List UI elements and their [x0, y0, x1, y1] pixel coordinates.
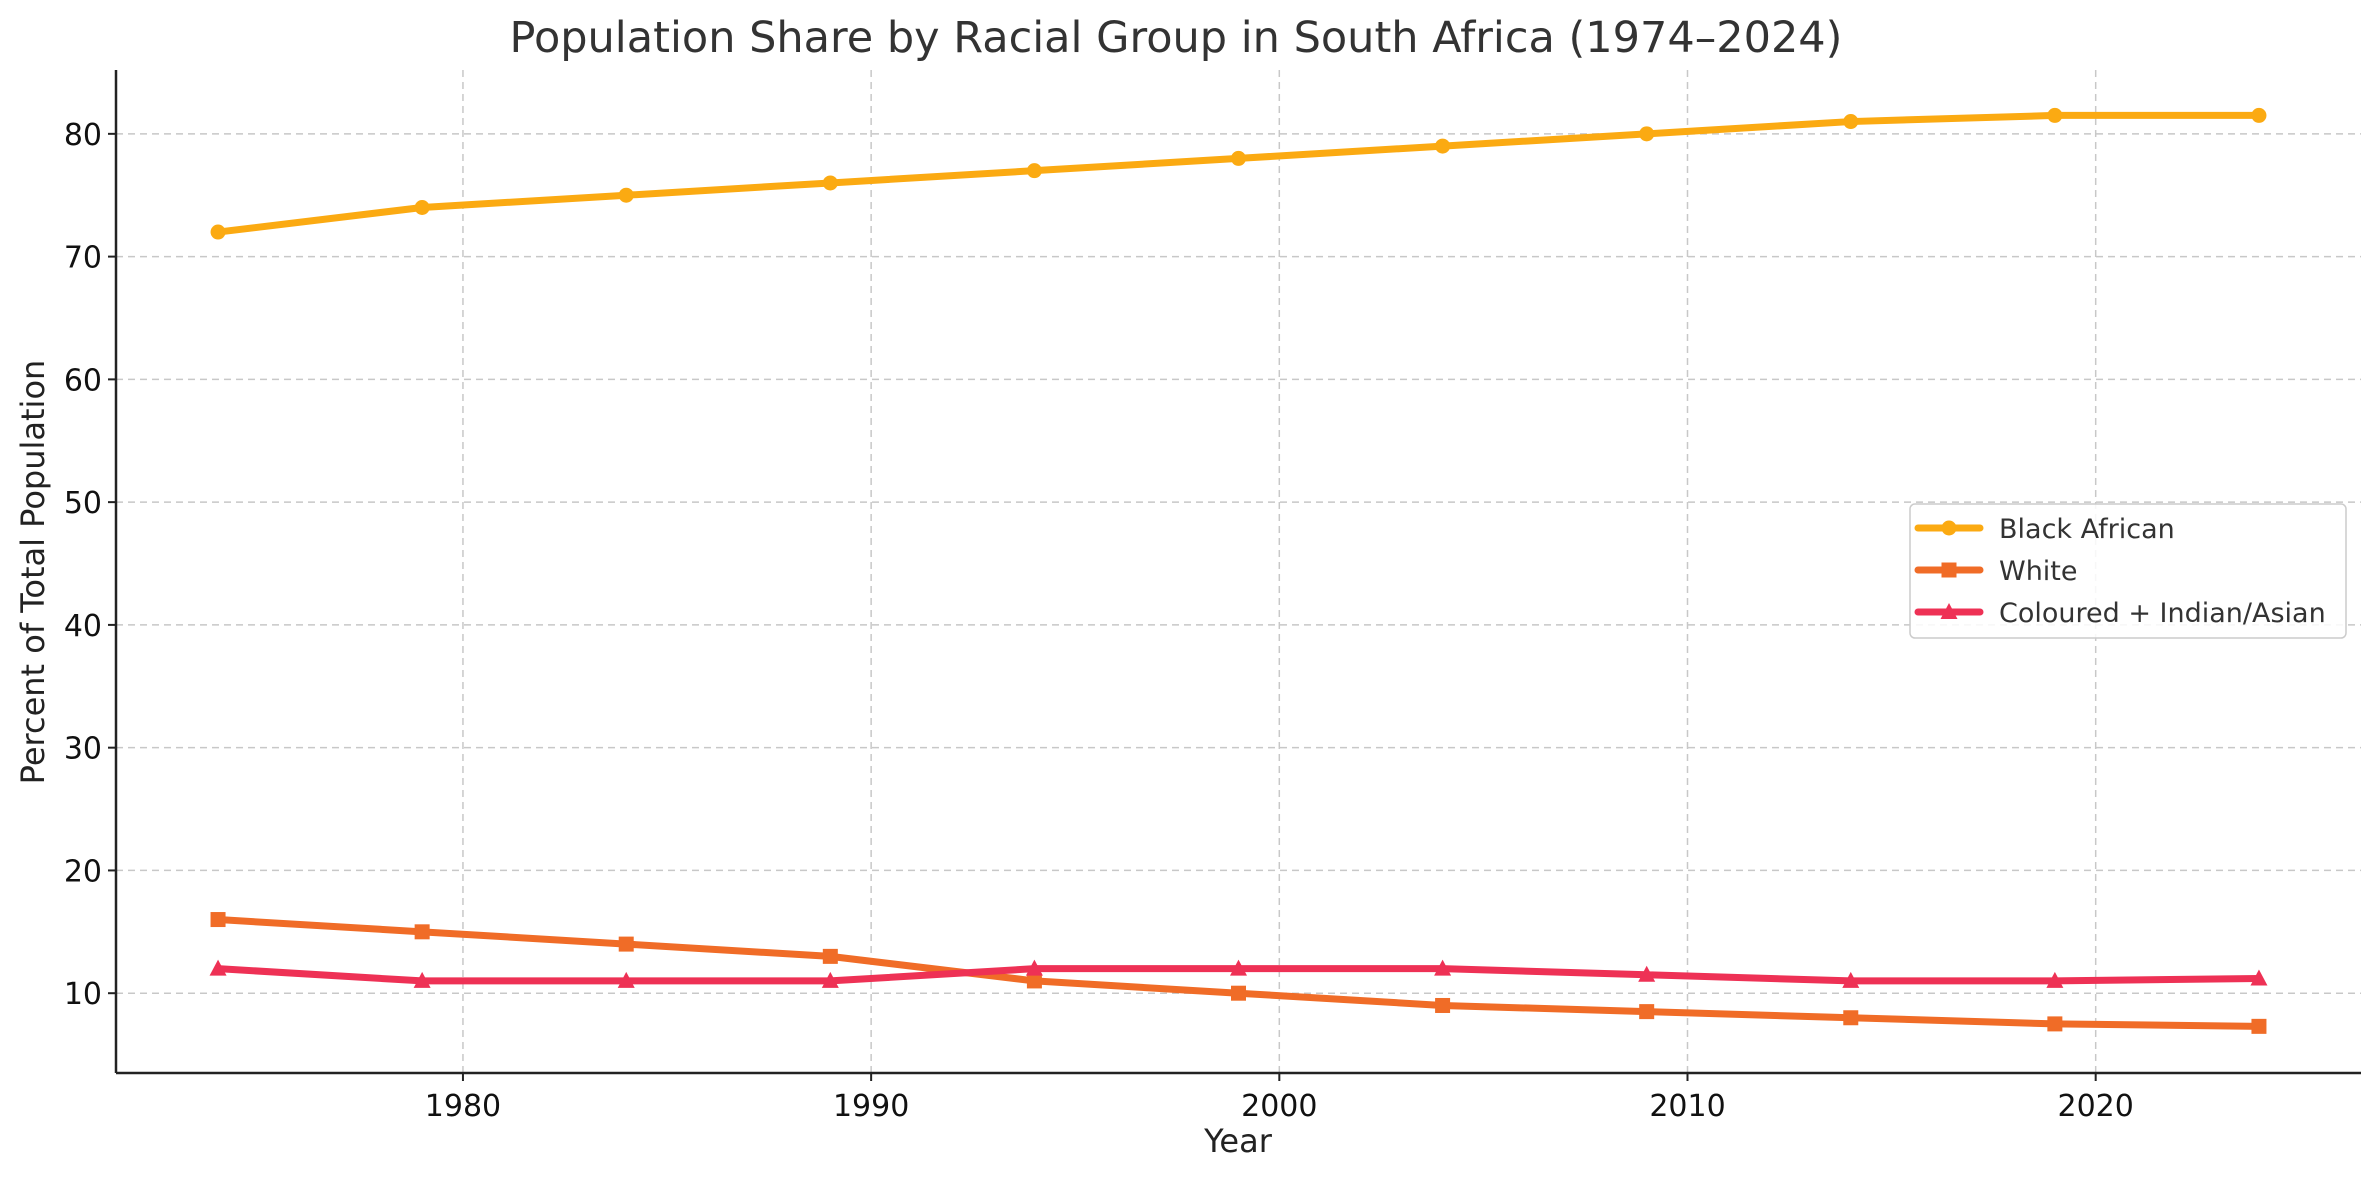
legend-swatch-marker: [1941, 562, 1957, 578]
y-tick-label: 80: [64, 118, 102, 153]
legend-label: Black African: [1999, 514, 2175, 545]
data-point: [822, 948, 838, 964]
data-point: [1231, 150, 1246, 166]
data-point: [2251, 1018, 2267, 1034]
data-point: [1434, 959, 1452, 976]
legend: Black African White Coloured + Indian/Asia…: [1909, 503, 2347, 639]
series-white: [210, 912, 2267, 1034]
legend-box: [1909, 503, 2347, 639]
data-point: [822, 175, 838, 191]
series-coloured-indian-asian: [209, 959, 2268, 988]
data-point: [1231, 985, 1246, 1001]
data-point: [2250, 969, 2268, 986]
legend-label: Coloured + Indian/Asian: [1999, 598, 2326, 629]
data-point: [210, 224, 226, 240]
legend-item-coloured-indian-asian: Coloured + Indian/Asian: [1914, 598, 2326, 629]
axis-ticks: 1980 1990 2000 2010 2020 10 20 30 40 50 60 70 80: [64, 118, 2134, 1124]
axes: [114, 70, 2361, 1075]
legend-item-white: White: [1914, 556, 2078, 587]
data-point: [413, 971, 431, 988]
x-axis-label: Year: [1203, 1122, 1273, 1160]
data-point: [210, 912, 226, 928]
x-tick-label: 2000: [1241, 1089, 1317, 1124]
series-black-african: [210, 107, 2267, 240]
data-point: [618, 187, 634, 203]
data-point: [1026, 973, 1042, 989]
data-point: [1843, 1010, 1859, 1026]
data-point: [209, 959, 227, 976]
y-tick-label: 30: [64, 732, 102, 767]
y-tick-label: 40: [64, 609, 102, 644]
data-point: [617, 971, 635, 988]
legend-label: White: [1999, 556, 2078, 587]
data-point: [1638, 965, 1656, 982]
data-point: [2047, 107, 2063, 123]
y-tick-label: 50: [64, 486, 102, 521]
data-point: [1025, 959, 1043, 976]
x-tick-label: 1990: [833, 1089, 909, 1124]
data-point: [1026, 163, 1042, 179]
data-point: [1435, 138, 1451, 154]
data-point: [1639, 1004, 1655, 1020]
data-point: [2047, 1016, 2063, 1032]
y-tick-label: 20: [64, 854, 102, 889]
data-point: [1842, 971, 1860, 988]
grid-lines: [116, 70, 2361, 1073]
y-axis-label: Percent of Total Population: [14, 360, 52, 785]
data-point: [1843, 114, 1859, 130]
legend-item-black-african: Black African: [1914, 514, 2175, 545]
data-point: [2251, 107, 2267, 123]
data-point: [821, 971, 839, 988]
chart-title: Population Share by Racial Group in Sout…: [510, 13, 1843, 63]
x-tick-label: 2020: [2058, 1089, 2134, 1124]
series-line-black-african: [214, 111, 2263, 236]
y-tick-label: 70: [64, 241, 102, 276]
data-point: [1230, 959, 1247, 976]
series-lines: [209, 107, 2268, 1034]
data-point: [618, 936, 634, 952]
legend-swatch-marker: [1940, 603, 1958, 619]
y-tick-label: 10: [64, 977, 102, 1012]
y-tick-label: 60: [64, 363, 102, 398]
data-point: [414, 199, 430, 215]
data-point: [414, 924, 430, 940]
data-point: [1435, 997, 1451, 1013]
x-tick-label: 2010: [1649, 1089, 1725, 1124]
legend-swatch-marker: [1941, 520, 1957, 536]
x-tick-label: 1980: [425, 1089, 501, 1124]
data-point: [1639, 126, 1655, 142]
data-point: [2046, 971, 2064, 988]
